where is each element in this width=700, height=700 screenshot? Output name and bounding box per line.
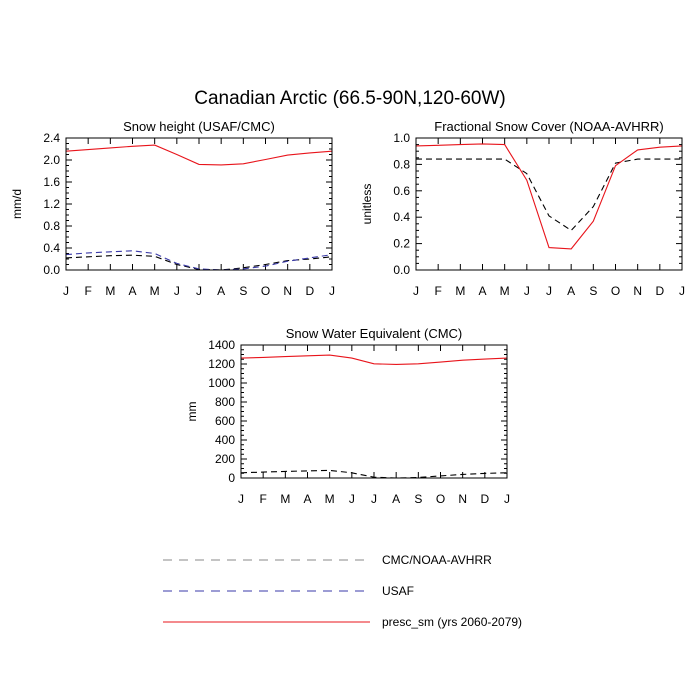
x-tick-label: J bbox=[349, 492, 355, 506]
x-tick-label: J bbox=[238, 492, 244, 506]
panel-title: Fractional Snow Cover (NOAA-AVHRR) bbox=[434, 119, 663, 134]
series-line-presc-sm-yrs-2060-2079- bbox=[240, 354, 508, 365]
x-tick-label: O bbox=[611, 284, 620, 298]
y-axis-label: mm bbox=[185, 402, 199, 422]
x-tick-label: M bbox=[280, 492, 290, 506]
x-tick-label: J bbox=[329, 284, 335, 298]
x-tick-label: J bbox=[524, 284, 530, 298]
x-tick-label: O bbox=[436, 492, 445, 506]
x-tick-label: A bbox=[567, 284, 575, 298]
y-tick-label: 1200 bbox=[208, 357, 235, 371]
x-tick-label: A bbox=[392, 492, 400, 506]
panel-title: Snow Water Equivalent (CMC) bbox=[286, 326, 463, 341]
y-tick-label: 2.4 bbox=[43, 131, 60, 145]
x-tick-label: J bbox=[63, 284, 69, 298]
y-tick-label: 1.6 bbox=[43, 175, 60, 189]
x-tick-label: S bbox=[239, 284, 247, 298]
y-tick-label: 1400 bbox=[208, 338, 235, 352]
x-tick-label: S bbox=[414, 492, 422, 506]
y-tick-label: 0.8 bbox=[43, 219, 60, 233]
y-axis-label: mm/d bbox=[10, 189, 24, 219]
y-tick-label: 0.0 bbox=[43, 263, 60, 277]
legend-label: CMC/NOAA-AVHRR bbox=[382, 553, 492, 567]
y-tick-label: 1000 bbox=[208, 376, 235, 390]
x-tick-label: A bbox=[128, 284, 136, 298]
series-line-cmc-noaa-avhrr bbox=[240, 469, 508, 479]
y-tick-label: 0.8 bbox=[393, 157, 410, 171]
legend: CMC/NOAA-AVHRR USAF presc_sm (yrs 2060-207… bbox=[163, 553, 522, 629]
plot-frame bbox=[65, 137, 333, 271]
x-tick-label: M bbox=[500, 284, 510, 298]
x-tick-label: J bbox=[196, 284, 202, 298]
series-line-cmc-noaa-avhrr bbox=[65, 254, 333, 271]
figure-title: Canadian Arctic (66.5-90N,120-60W) bbox=[194, 88, 506, 109]
x-tick-label: J bbox=[679, 284, 685, 298]
x-tick-label: S bbox=[589, 284, 597, 298]
series-line-cmc-noaa-avhrr bbox=[416, 158, 682, 232]
plot-frame bbox=[240, 344, 508, 479]
y-tick-label: 0.0 bbox=[393, 263, 410, 277]
y-tick-label: 800 bbox=[215, 395, 235, 409]
x-tick-label: D bbox=[305, 284, 314, 298]
panel-3: Snow Water Equivalent (CMC)mmJ F M A M J J A S O N… bbox=[185, 326, 510, 506]
x-tick-label: J bbox=[413, 284, 419, 298]
y-tick-label: 2.0 bbox=[43, 153, 60, 167]
series-line-usaf bbox=[65, 250, 333, 271]
y-tick-label: 400 bbox=[215, 433, 235, 447]
plot-frame bbox=[415, 137, 683, 271]
y-tick-label: 200 bbox=[215, 452, 235, 466]
x-tick-label: N bbox=[283, 284, 292, 298]
x-tick-label: A bbox=[478, 284, 486, 298]
legend-label: presc_sm (yrs 2060-2079) bbox=[382, 615, 522, 629]
x-tick-label: D bbox=[655, 284, 664, 298]
x-tick-label: N bbox=[633, 284, 642, 298]
x-tick-label: J bbox=[546, 284, 552, 298]
x-tick-label: F bbox=[434, 284, 441, 298]
x-tick-label: J bbox=[504, 492, 510, 506]
series-line-presc-sm-yrs-2060-2079- bbox=[415, 143, 683, 250]
y-tick-label: 0.4 bbox=[43, 241, 60, 255]
y-tick-label: 0 bbox=[228, 471, 235, 485]
y-tick-label: 1.0 bbox=[393, 131, 410, 145]
x-tick-label: A bbox=[217, 284, 225, 298]
y-axis-label: unitless bbox=[360, 184, 374, 225]
x-tick-label: F bbox=[84, 284, 91, 298]
x-tick-label: M bbox=[325, 492, 335, 506]
y-tick-label: 0.4 bbox=[393, 210, 410, 224]
panel-2: Fractional Snow Cover (NOAA-AVHRR) unitle… bbox=[360, 119, 685, 298]
x-tick-label: D bbox=[480, 492, 489, 506]
x-tick-label: M bbox=[150, 284, 160, 298]
x-tick-label: N bbox=[458, 492, 467, 506]
series-line-presc-sm-yrs-2060-2079- bbox=[65, 144, 333, 166]
panels: Snow height (USAF/CMC)mm/dJ F M A M J J A S O N D J0… bbox=[10, 119, 685, 506]
y-tick-label: 1.2 bbox=[43, 197, 60, 211]
y-tick-label: 0.6 bbox=[393, 184, 410, 198]
x-tick-label: M bbox=[105, 284, 115, 298]
y-tick-label: 600 bbox=[215, 414, 235, 428]
panel-1: Snow height (USAF/CMC)mm/dJ F M A M J J A S O N D J0… bbox=[10, 119, 335, 298]
legend-label: USAF bbox=[382, 584, 414, 598]
panel-title: Snow height (USAF/CMC) bbox=[123, 119, 275, 134]
x-tick-label: O bbox=[261, 284, 270, 298]
x-tick-label: M bbox=[455, 284, 465, 298]
x-tick-label: A bbox=[303, 492, 311, 506]
x-tick-label: J bbox=[174, 284, 180, 298]
x-tick-label: F bbox=[259, 492, 266, 506]
x-tick-label: J bbox=[371, 492, 377, 506]
y-tick-label: 0.2 bbox=[393, 237, 410, 251]
